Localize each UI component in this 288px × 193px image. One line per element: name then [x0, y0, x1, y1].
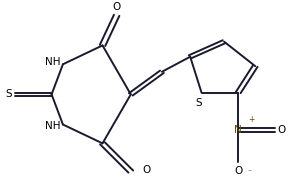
Text: O: O — [142, 165, 150, 175]
Text: NH: NH — [45, 57, 60, 67]
Text: +: + — [248, 115, 255, 124]
Text: O: O — [278, 125, 286, 135]
Text: S: S — [5, 89, 12, 99]
Text: ⁻: ⁻ — [247, 168, 251, 177]
Text: O: O — [234, 166, 242, 176]
Text: O: O — [113, 3, 121, 13]
Text: N: N — [234, 125, 242, 135]
Text: S: S — [195, 98, 202, 108]
Text: NH: NH — [45, 121, 60, 131]
